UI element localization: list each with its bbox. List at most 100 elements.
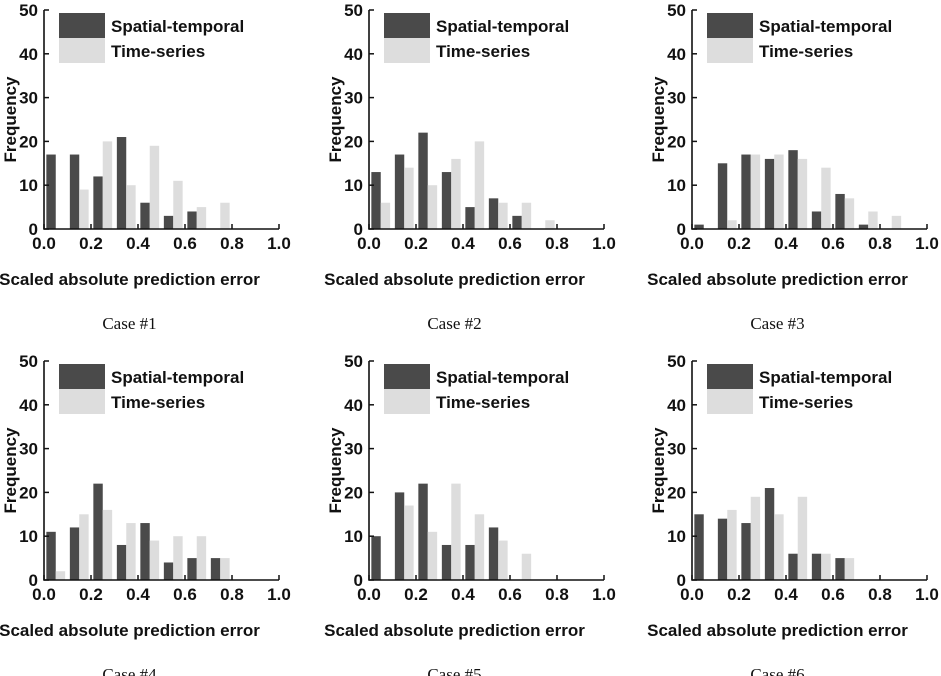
y-axis-title: Frequency — [1, 427, 20, 514]
y-tick-label: 0 — [29, 220, 38, 239]
panel-caption: Case #4 — [102, 665, 157, 676]
x-tick-label: 0.4 — [451, 234, 475, 253]
y-tick-label: 40 — [19, 396, 38, 415]
legend-label-spatial-temporal: Spatial-temporal — [436, 368, 569, 387]
legend-label-time-series: Time-series — [111, 393, 205, 412]
bar-spatial-temporal-0.3 — [764, 488, 775, 580]
bar-spatial-temporal-0.6 — [187, 211, 197, 229]
y-tick-label: 20 — [667, 483, 686, 502]
bar-spatial-temporal-0.2 — [418, 132, 428, 229]
bar-time-series-0.5 — [498, 540, 508, 580]
x-tick-label: 0.2 — [404, 234, 428, 253]
bar-time-series-0.7 — [220, 202, 230, 229]
bar-spatial-temporal-0.4 — [465, 544, 475, 580]
y-tick-label: 40 — [667, 396, 686, 415]
x-axis-title: Scaled absolute prediction error — [647, 621, 908, 640]
bar-time-series-0.6 — [196, 207, 207, 229]
legend-label-time-series: Time-series — [436, 393, 530, 412]
x-tick-label: 0.8 — [545, 585, 569, 604]
bar-time-series-0.2 — [750, 154, 761, 229]
x-axis-title: Scaled absolute prediction error — [0, 270, 260, 289]
y-tick-label: 0 — [29, 571, 38, 590]
y-tick-label: 20 — [344, 132, 363, 151]
x-tick-label: 0.8 — [545, 234, 569, 253]
bar-spatial-temporal-0.0 — [694, 514, 704, 580]
y-axis-title: Frequency — [649, 427, 668, 514]
x-tick-label: 0.0 — [357, 585, 381, 604]
x-tick-label: 0.4 — [451, 585, 475, 604]
bar-spatial-temporal-0.2 — [741, 523, 751, 580]
bar-time-series-0.3 — [774, 154, 784, 229]
panel-caption: Case #6 — [750, 665, 804, 676]
y-tick-label: 0 — [354, 220, 363, 239]
bar-spatial-temporal-0.0 — [694, 224, 704, 229]
y-tick-label: 0 — [677, 220, 686, 239]
legend-swatch-spatial-temporal — [384, 364, 430, 389]
bar-time-series-0.1 — [727, 220, 737, 229]
x-tick-label: 0.6 — [821, 585, 845, 604]
y-tick-label: 40 — [344, 396, 363, 415]
bar-spatial-temporal-0.4 — [140, 523, 150, 580]
bar-spatial-temporal-0.7 — [858, 224, 869, 229]
bar-spatial-temporal-0.4 — [465, 207, 475, 229]
bar-time-series-0.1 — [404, 505, 414, 580]
x-tick-label: 0.0 — [357, 234, 381, 253]
bar-spatial-temporal-0.5 — [811, 211, 822, 229]
legend-label-time-series: Time-series — [436, 42, 530, 61]
x-tick-label: 1.0 — [915, 234, 939, 253]
bar-spatial-temporal-0.4 — [788, 553, 798, 580]
bar-spatial-temporal-0.6 — [835, 558, 845, 580]
y-tick-label: 10 — [344, 176, 363, 195]
bar-spatial-temporal-0.5 — [811, 553, 822, 580]
x-tick-label: 0.2 — [727, 585, 751, 604]
legend-swatch-spatial-temporal — [59, 13, 105, 38]
x-tick-label: 1.0 — [592, 234, 616, 253]
x-tick-label: 0.4 — [774, 585, 798, 604]
x-tick-label: 0.8 — [868, 585, 892, 604]
y-tick-label: 30 — [344, 440, 363, 459]
bar-time-series-0.5 — [498, 202, 508, 229]
y-axis-title: Frequency — [649, 76, 668, 163]
y-tick-label: 10 — [19, 176, 38, 195]
bar-time-series-0.7 — [868, 211, 878, 229]
bar-time-series-0.0 — [380, 202, 391, 229]
legend-label-time-series: Time-series — [759, 393, 853, 412]
x-tick-label: 0.8 — [220, 234, 244, 253]
bar-spatial-temporal-0.0 — [46, 154, 56, 229]
legend-swatch-spatial-temporal — [59, 364, 105, 389]
y-tick-label: 10 — [667, 176, 686, 195]
bar-spatial-temporal-0.2 — [93, 483, 103, 580]
legend-label-spatial-temporal: Spatial-temporal — [111, 368, 244, 387]
bar-spatial-temporal-0.1 — [717, 518, 728, 580]
x-tick-label: 0.2 — [79, 234, 103, 253]
x-axis-title: Scaled absolute prediction error — [647, 270, 908, 289]
y-tick-label: 50 — [344, 1, 363, 20]
bar-time-series-0.2 — [427, 185, 438, 229]
x-axis-title: Scaled absolute prediction error — [324, 621, 585, 640]
bar-time-series-0.6 — [521, 202, 532, 229]
bar-spatial-temporal-0.3 — [764, 158, 775, 229]
bar-time-series-0.5 — [821, 553, 831, 580]
bar-spatial-temporal-0.1 — [69, 154, 80, 229]
y-tick-label: 30 — [344, 89, 363, 108]
x-tick-label: 0.6 — [498, 234, 522, 253]
legend-swatch-time-series — [59, 38, 105, 63]
x-tick-label: 0.6 — [498, 585, 522, 604]
bar-spatial-temporal-0.6 — [512, 215, 522, 229]
y-tick-label: 0 — [677, 571, 686, 590]
y-tick-label: 50 — [667, 1, 686, 20]
bar-spatial-temporal-0.5 — [163, 562, 174, 580]
legend-swatch-time-series — [384, 389, 430, 414]
panel-caption: Case #3 — [750, 314, 804, 333]
x-tick-label: 1.0 — [592, 585, 616, 604]
y-tick-label: 10 — [344, 527, 363, 546]
bar-spatial-temporal-0.4 — [140, 202, 150, 229]
panel-caption: Case #5 — [427, 665, 481, 676]
bar-spatial-temporal-0.0 — [371, 172, 381, 229]
y-tick-label: 10 — [667, 527, 686, 546]
x-tick-label: 0.0 — [680, 585, 704, 604]
